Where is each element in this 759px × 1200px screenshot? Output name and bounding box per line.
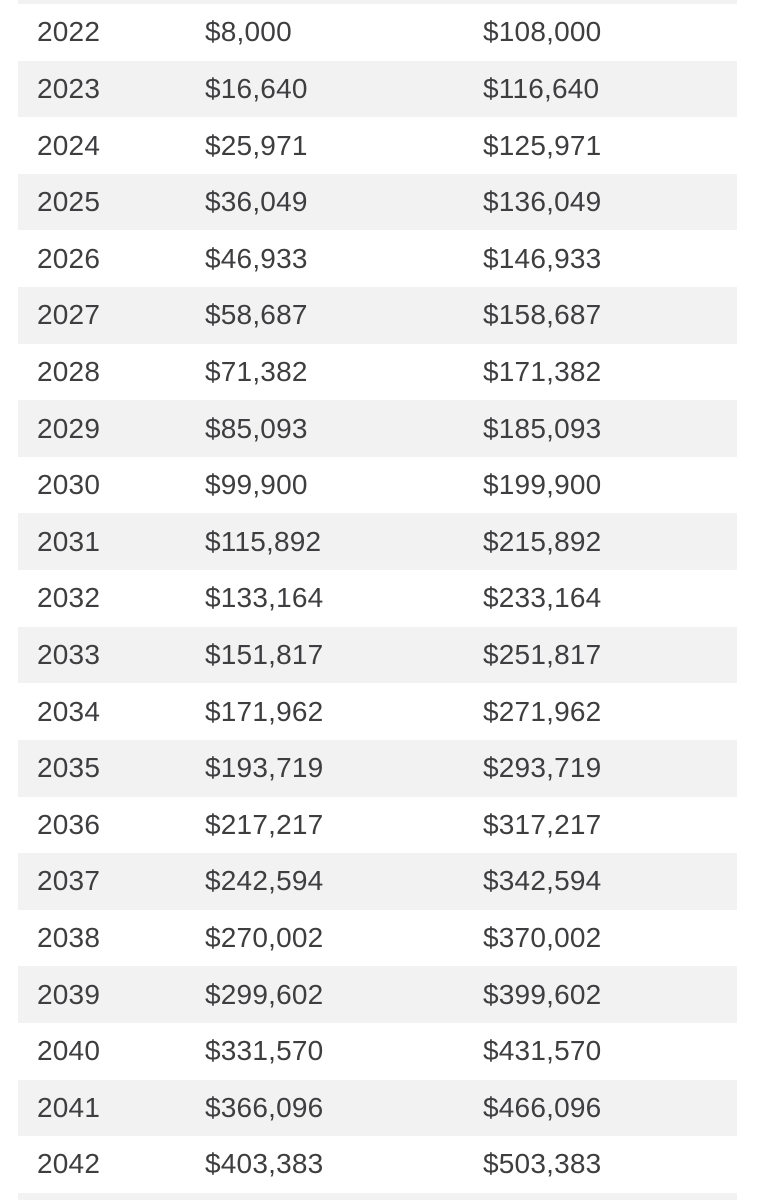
- amount-2-cell: $146,933: [483, 242, 602, 274]
- table-row: 2038 $270,002 $370,002: [18, 909, 737, 967]
- year-cell: 2025: [37, 186, 101, 218]
- amount-1-cell: $58,687: [205, 299, 308, 331]
- year-cell: 2037: [37, 865, 101, 897]
- amount-1-cell: $85,093: [205, 412, 308, 444]
- table-row: 2029 $85,093 $185,093: [18, 400, 737, 457]
- table-body: 2022 $8,000 $108,000 2023 $16,640 $116,6…: [18, 4, 737, 1193]
- table-row: 2036 $217,217 $317,217: [18, 796, 737, 854]
- table-row: 2035 $193,719 $293,719: [18, 739, 737, 797]
- amount-2-cell: $185,093: [483, 412, 602, 444]
- amount-2-cell: $215,892: [483, 525, 602, 557]
- amount-1-cell: $99,900: [205, 469, 308, 501]
- amount-2-cell: $466,096: [483, 1091, 602, 1123]
- table-row: 2037 $242,594 $342,594: [18, 853, 737, 910]
- year-cell: 2036: [37, 808, 101, 840]
- year-cell: 2033: [37, 639, 101, 670]
- amount-1-cell: $133,164: [205, 582, 324, 614]
- amount-2-cell: $116,640: [483, 72, 600, 104]
- year-cell: 2024: [37, 129, 101, 161]
- year-cell: 2028: [37, 355, 101, 387]
- table-row-partial-top: [18, 0, 737, 4]
- amount-1-cell: $403,383: [205, 1148, 324, 1180]
- year-cell: 2023: [37, 72, 101, 104]
- amount-1-cell: $8,000: [205, 16, 292, 48]
- amount-2-cell: $342,594: [483, 865, 602, 897]
- amount-1-cell: $242,594: [205, 865, 324, 897]
- table-row: 2031 $115,892 $215,892: [18, 513, 737, 571]
- amount-2-cell: $158,687: [483, 299, 602, 331]
- amount-1-cell: $36,049: [205, 186, 308, 218]
- year-cell: 2042: [37, 1148, 101, 1180]
- year-cell: 2041: [37, 1091, 101, 1123]
- table-row: 2033 $151,817 $251,817: [18, 626, 737, 684]
- amount-1-cell: $193,719: [205, 752, 324, 784]
- table-row: 2023 $16,640 $116,640: [18, 60, 737, 118]
- table-row: 2025 $36,049 $136,049: [18, 173, 737, 231]
- year-cell: 2027: [37, 299, 101, 331]
- amount-2-cell: $503,383: [483, 1148, 602, 1180]
- table-row: 2032 $133,164 $233,164: [18, 570, 737, 627]
- amount-2-cell: $251,817: [483, 639, 602, 670]
- amount-2-cell: $108,000: [483, 16, 602, 48]
- amount-2-cell: $370,002: [483, 922, 602, 954]
- amount-1-cell: $46,933: [205, 242, 308, 274]
- amount-1-cell: $270,002: [205, 922, 324, 954]
- amount-1-cell: $71,382: [205, 355, 308, 387]
- year-cell: 2029: [37, 412, 101, 444]
- amount-2-cell: $125,971: [483, 129, 602, 161]
- year-cell: 2032: [37, 582, 101, 614]
- amount-2-cell: $199,900: [483, 469, 602, 501]
- amount-1-cell: $331,570: [205, 1035, 324, 1067]
- table-row: 2022 $8,000 $108,000: [18, 4, 737, 61]
- table-row: 2039 $299,602 $399,602: [18, 966, 737, 1023]
- table-row: 2042 $403,383 $503,383: [18, 1136, 737, 1193]
- year-cell: 2031: [37, 525, 101, 557]
- amount-1-cell: $171,962: [205, 695, 324, 727]
- amount-2-cell: $233,164: [483, 582, 602, 614]
- table-row: 2030 $99,900 $199,900: [18, 456, 737, 514]
- amount-2-cell: $136,049: [483, 186, 602, 218]
- amount-1-cell: $366,096: [205, 1091, 324, 1123]
- table-row: 2027 $58,687 $158,687: [18, 287, 737, 344]
- amount-2-cell: $431,570: [483, 1035, 602, 1067]
- amount-2-cell: $317,217: [483, 808, 602, 840]
- amount-1-cell: $25,971: [205, 129, 308, 161]
- amount-1-cell: $115,892: [205, 525, 322, 557]
- amount-2-cell: $171,382: [483, 355, 602, 387]
- year-cell: 2034: [37, 695, 101, 727]
- results-table: 2022 $8,000 $108,000 2023 $16,640 $116,6…: [18, 0, 737, 1200]
- amount-2-cell: $271,962: [483, 695, 602, 727]
- table-row: 2026 $46,933 $146,933: [18, 230, 737, 288]
- amount-1-cell: $217,217: [205, 808, 324, 840]
- year-cell: 2040: [37, 1035, 101, 1067]
- table-row: 2041 $366,096 $466,096: [18, 1079, 737, 1137]
- year-cell: 2039: [37, 978, 101, 1010]
- year-cell: 2038: [37, 922, 101, 954]
- amount-2-cell: $293,719: [483, 752, 602, 784]
- table-row: 2024 $25,971 $125,971: [18, 117, 737, 174]
- amount-1-cell: $151,817: [205, 639, 324, 670]
- amount-2-cell: $399,602: [483, 978, 602, 1010]
- table-row-partial-bottom: [18, 1192, 737, 1200]
- amount-1-cell: $299,602: [205, 978, 324, 1010]
- year-cell: 2030: [37, 469, 101, 501]
- year-cell: 2026: [37, 242, 101, 274]
- year-cell: 2035: [37, 752, 101, 784]
- amount-1-cell: $16,640: [205, 72, 308, 104]
- year-cell: 2022: [37, 16, 101, 48]
- table-row: 2034 $171,962 $271,962: [18, 683, 737, 740]
- table-row: 2040 $331,570 $431,570: [18, 1022, 737, 1080]
- table-row: 2028 $71,382 $171,382: [18, 343, 737, 401]
